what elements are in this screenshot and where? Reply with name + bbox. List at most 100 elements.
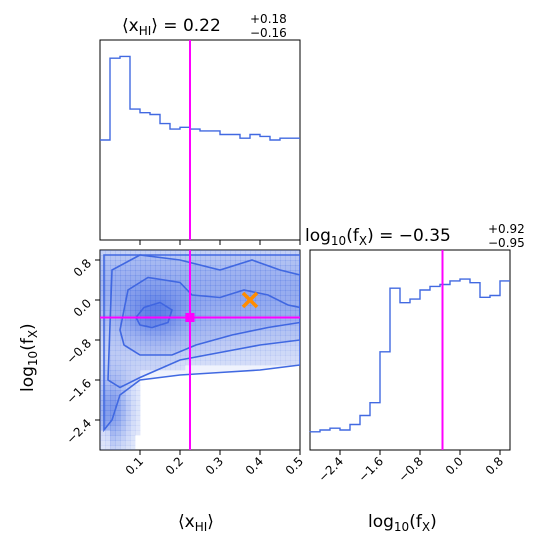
density-cell bbox=[120, 345, 126, 351]
density-cell bbox=[285, 340, 291, 346]
density-cell bbox=[280, 355, 286, 361]
density-cell bbox=[145, 350, 151, 356]
density-cell bbox=[130, 405, 136, 411]
density-cell bbox=[265, 340, 271, 346]
density-cell bbox=[260, 285, 266, 291]
density-cell bbox=[275, 345, 281, 351]
density-cell bbox=[285, 360, 291, 366]
density-cell bbox=[150, 295, 156, 301]
density-cell bbox=[265, 300, 271, 306]
density-cell bbox=[105, 275, 111, 281]
density-cell bbox=[105, 270, 111, 276]
density-cell bbox=[245, 285, 251, 291]
density-cell bbox=[155, 335, 161, 341]
density-cell bbox=[115, 280, 121, 286]
density-cell bbox=[145, 270, 151, 276]
density-cell bbox=[220, 250, 226, 256]
density-cell bbox=[270, 350, 276, 356]
density-cell bbox=[190, 340, 196, 346]
density-cell bbox=[155, 275, 161, 281]
density-cell bbox=[275, 360, 281, 366]
density-cell bbox=[145, 260, 151, 266]
density-cell bbox=[105, 290, 111, 296]
density-cell bbox=[115, 385, 121, 391]
density-cell bbox=[105, 260, 111, 266]
density-cell bbox=[180, 270, 186, 276]
density-cell bbox=[175, 360, 181, 366]
density-cell bbox=[295, 250, 300, 256]
density-cell bbox=[100, 275, 106, 281]
density-cell bbox=[195, 300, 201, 306]
density-cell bbox=[170, 275, 176, 281]
density-cell bbox=[135, 335, 141, 341]
density-cell bbox=[255, 325, 261, 331]
density-cell bbox=[125, 305, 131, 311]
density-cell bbox=[155, 280, 161, 286]
density-cell bbox=[210, 345, 216, 351]
density-cell bbox=[255, 355, 261, 361]
density-cell bbox=[105, 440, 111, 446]
density-cell bbox=[250, 305, 256, 311]
density-cell bbox=[115, 275, 121, 281]
density-cell bbox=[145, 355, 151, 361]
density-cell bbox=[195, 255, 201, 261]
density-cell bbox=[230, 325, 236, 331]
density-cell bbox=[145, 310, 151, 316]
density-cell bbox=[255, 330, 261, 336]
density-cell bbox=[280, 270, 286, 276]
density-cell bbox=[100, 440, 106, 446]
density-cell bbox=[225, 345, 231, 351]
density-cell bbox=[160, 335, 166, 341]
density-cell bbox=[195, 335, 201, 341]
density-cell bbox=[120, 395, 126, 401]
density-cell bbox=[130, 260, 136, 266]
density-cell bbox=[170, 325, 176, 331]
density-cell bbox=[125, 380, 131, 386]
density-cell bbox=[275, 250, 281, 256]
density-cell bbox=[100, 375, 106, 381]
density-cell bbox=[230, 255, 236, 261]
density-cell bbox=[105, 345, 111, 351]
density-cell bbox=[240, 250, 246, 256]
density-cell bbox=[155, 350, 161, 356]
density-cell bbox=[225, 275, 231, 281]
density-cell bbox=[135, 290, 141, 296]
density-cell bbox=[280, 250, 286, 256]
density-cell bbox=[100, 250, 106, 256]
density-cell bbox=[215, 285, 221, 291]
density-cell bbox=[160, 355, 166, 361]
density-cell bbox=[160, 270, 166, 276]
density-cell bbox=[270, 345, 276, 351]
density-cell bbox=[275, 265, 281, 271]
density-cell bbox=[235, 305, 241, 311]
density-cell bbox=[175, 335, 181, 341]
density-cell bbox=[140, 285, 146, 291]
density-cell bbox=[145, 360, 151, 366]
density-cell bbox=[165, 345, 171, 351]
density-cell bbox=[225, 285, 231, 291]
density-cell bbox=[140, 340, 146, 346]
density-cell bbox=[215, 335, 221, 341]
density-cell bbox=[100, 340, 106, 346]
density-cell bbox=[235, 285, 241, 291]
density-cell bbox=[105, 435, 111, 441]
density-cell bbox=[125, 425, 131, 431]
density-cell bbox=[125, 415, 131, 421]
density-cell bbox=[145, 250, 151, 256]
density-cell bbox=[250, 325, 256, 331]
density-cell bbox=[110, 320, 116, 326]
density-cell bbox=[225, 320, 231, 326]
density-cell bbox=[130, 325, 136, 331]
density-cell bbox=[190, 270, 196, 276]
density-cell bbox=[195, 310, 201, 316]
density-cell bbox=[215, 250, 221, 256]
density-cell bbox=[250, 330, 256, 336]
density-cell bbox=[150, 260, 156, 266]
density-cell bbox=[285, 305, 291, 311]
density-cell bbox=[140, 325, 146, 331]
density-cell bbox=[240, 290, 246, 296]
density-cell bbox=[190, 345, 196, 351]
density-cell bbox=[120, 425, 126, 431]
density-cell bbox=[195, 250, 201, 256]
